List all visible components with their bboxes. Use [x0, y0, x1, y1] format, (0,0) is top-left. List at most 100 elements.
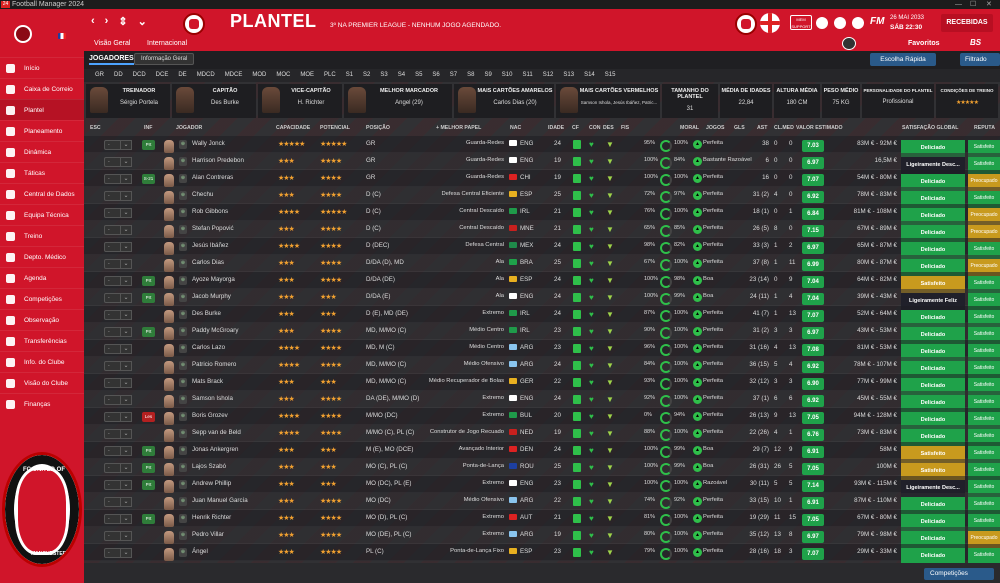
table-row[interactable]: - ⌄ ⊕ Patricio Romero ★★★★ ★★★★ MD, M/MO (C) Mé… — [84, 357, 1000, 378]
row-dropdown-icon[interactable]: ⌄ — [120, 327, 132, 337]
row-dropdown-icon[interactable]: ⌄ — [120, 191, 132, 201]
info-badge[interactable]: Prt — [142, 293, 155, 303]
status-icon[interactable]: ⊕ — [179, 276, 187, 285]
table-row[interactable]: - ⌄ Les ⊕ Boris Grozev ★★★★ ★★★★ M/MO (DC) Extre… — [84, 408, 1000, 429]
table-row[interactable]: - ⌄ ⊕ Ángel ★★★ ★★★★ PL (C) Ponta-de-Lança Fixo… — [84, 544, 1000, 565]
overview-tab[interactable]: Visão Geral — [94, 40, 131, 47]
reputation-badge[interactable]: Satisfeito — [968, 157, 1000, 174]
sidebar-item[interactable]: Competições — [0, 288, 84, 309]
row-dropdown-icon[interactable]: ⌄ — [120, 395, 132, 405]
reputation-badge[interactable]: Preocupado — [968, 531, 1000, 548]
reputation-badge[interactable]: Preocupado — [968, 225, 1000, 242]
satisfaction-badge[interactable]: Deliciado — [901, 191, 965, 208]
player-name[interactable]: Ángel — [192, 548, 208, 555]
table-row[interactable]: - ⌄ ⊕ Rob Gibbons ★★★★ ★★★★★ D (C) Central Desc… — [84, 204, 1000, 225]
row-dropdown-icon[interactable]: ⌄ — [120, 497, 132, 507]
table-row[interactable]: - ⌄ ⊕ Sepp van de Beld ★★★★ ★★★★ M/MO (C), PL … — [84, 425, 1000, 446]
satisfaction-badge[interactable]: Satisfeito — [901, 463, 965, 480]
players-tab[interactable]: JOGADORES — [89, 55, 134, 65]
position-tab[interactable]: S10 — [501, 72, 513, 78]
col-potential[interactable]: POTENCIAL — [320, 125, 350, 131]
col-satisfaction[interactable]: SATISFAÇÃO GLOBAL — [902, 125, 959, 131]
table-row[interactable]: - ⌄ Prt ⊕ Jacob Murphy ★★★ ★★★ D/DA (E) Ala ENG 24… — [84, 289, 1000, 310]
table-row[interactable]: - ⌄ ⊕ Harrison Predebon ★★★ ★★★★ GR Guarda-Rede… — [84, 153, 1000, 174]
maximize-button[interactable]: ☐ — [970, 1, 977, 8]
table-row[interactable]: - ⌄ ⊕ Stefan Popović ★★★ ★★★★ D (C) Central Des… — [84, 221, 1000, 242]
table-row[interactable]: - ⌄ S-21 ⊕ Alan Contreras ★★★ ★★★★ GR Guarda-Red… — [84, 170, 1000, 191]
sidebar-item[interactable]: Transferências — [0, 330, 84, 351]
col-role[interactable]: + MELHOR PAPEL — [436, 125, 482, 131]
sidebar-item[interactable]: Treino — [0, 225, 84, 246]
status-icon[interactable]: ⊕ — [179, 208, 187, 217]
sidebar-item[interactable]: Planeamento — [0, 120, 84, 141]
col-cf[interactable]: CF — [572, 125, 579, 131]
status-icon[interactable]: ⊕ — [179, 327, 187, 336]
info-badge[interactable]: Prt — [142, 140, 155, 150]
inbox-button[interactable]: RECEBIDAS — [941, 14, 993, 32]
satisfaction-badge[interactable]: Deliciado — [901, 412, 965, 429]
position-tab[interactable]: GR — [95, 72, 104, 78]
satisfaction-badge[interactable]: Deliciado — [901, 208, 965, 225]
satisfaction-badge[interactable]: Deliciado — [901, 344, 965, 361]
sidebar-item[interactable]: Início — [0, 57, 84, 78]
ball-icon[interactable] — [834, 17, 846, 29]
position-tab[interactable]: S6 — [432, 72, 440, 78]
satisfaction-badge[interactable]: Deliciado — [901, 140, 965, 157]
satisfaction-badge[interactable]: Deliciado — [901, 531, 965, 548]
close-button[interactable]: ✕ — [986, 1, 992, 8]
position-tab[interactable]: S5 — [415, 72, 423, 78]
reputation-badge[interactable]: Satisfeito — [968, 429, 1000, 446]
col-goals[interactable]: GLS — [734, 125, 745, 131]
sidebar-item[interactable]: Equipa Técnica — [0, 204, 84, 225]
satisfaction-badge[interactable]: Deliciado — [901, 174, 965, 191]
table-row[interactable]: - ⌄ ⊕ Samson Ishola ★★★ ★★★★ DA (DE), M/MO (D)… — [84, 391, 1000, 412]
captain-card[interactable]: CAPITÃO Des Burke — [172, 84, 256, 118]
satisfaction-badge[interactable]: Ligeiramente Desc... — [901, 480, 965, 497]
status-icon[interactable]: ⊕ — [179, 293, 187, 302]
position-tab[interactable]: S2 — [363, 72, 371, 78]
status-icon[interactable]: ⊕ — [179, 531, 187, 540]
status-icon[interactable]: ⊕ — [179, 446, 187, 455]
status-icon[interactable]: ⊕ — [179, 259, 187, 268]
position-tab[interactable]: DD — [114, 72, 123, 78]
col-position[interactable]: POSIÇÃO — [366, 125, 390, 131]
table-row[interactable]: - ⌄ ⊕ Mats Brack ★★★ ★★★ MD, M/MO (C) Médio Rec… — [84, 374, 1000, 395]
col-esc[interactable]: ESC — [90, 125, 101, 131]
sidebar-item[interactable]: Plantel — [0, 99, 84, 120]
col-capacity[interactable]: CAPACIDADE — [276, 125, 311, 131]
satisfaction-badge[interactable]: Satisfeito — [901, 276, 965, 293]
reputation-badge[interactable]: Satisfeito — [968, 548, 1000, 565]
table-row[interactable]: - ⌄ Prt ⊕ Andrew Phillip ★★★ ★★★ MO (DC), PL (E… — [84, 476, 1000, 497]
row-dropdown-icon[interactable]: ⌄ — [120, 446, 132, 456]
row-dropdown-icon[interactable]: ⌄ — [120, 310, 132, 320]
position-tab[interactable]: DCD — [132, 72, 146, 78]
position-tab[interactable]: S9 — [484, 72, 492, 78]
favorites-button[interactable]: Favoritos — [908, 40, 940, 47]
status-icon[interactable]: ⊕ — [179, 174, 187, 183]
table-row[interactable]: - ⌄ ⊕ Jesús Ibáñez ★★★★ ★★★★ D (DEC) Defesa Cen… — [84, 238, 1000, 259]
row-dropdown-icon[interactable]: ⌄ — [120, 463, 132, 473]
sidebar-item[interactable]: Dinâmica — [0, 141, 84, 162]
table-row[interactable]: - ⌄ ⊕ Pedro Villar ★★★ ★★★★ MO (DE), PL (C) Ext… — [84, 527, 1000, 548]
position-tab[interactable]: S13 — [563, 72, 575, 78]
col-nation[interactable]: NAC — [510, 125, 522, 131]
position-tab[interactable]: S14 — [584, 72, 595, 78]
reputation-badge[interactable]: Satisfeito — [968, 191, 1000, 208]
club-crest-icon[interactable] — [14, 25, 32, 43]
row-dropdown-icon[interactable]: ⌄ — [120, 293, 132, 303]
row-dropdown-icon[interactable]: ⌄ — [120, 378, 132, 388]
row-dropdown-icon[interactable]: ⌄ — [120, 531, 132, 541]
status-icon[interactable]: ⊕ — [179, 429, 187, 438]
info-badge[interactable]: Prt — [142, 446, 155, 456]
row-dropdown-icon[interactable]: ⌄ — [120, 548, 132, 558]
player-name[interactable]: Samson Ishola — [192, 395, 233, 402]
fm-brand[interactable]: FM — [870, 16, 885, 27]
position-tab[interactable]: S8 — [467, 72, 475, 78]
info-badge[interactable]: Prt — [142, 327, 155, 337]
position-tab[interactable]: MOE — [300, 72, 315, 78]
row-dropdown-icon[interactable]: ⌄ — [120, 480, 132, 490]
sidebar-item[interactable]: Observação — [0, 309, 84, 330]
position-tab[interactable]: DCE — [155, 72, 169, 78]
col-value[interactable]: VALOR ESTIMADO — [796, 125, 843, 131]
table-row[interactable]: - ⌄ ⊕ Carlos Dias ★★★ ★★★★ D/DA (D), MD Ala BRA 2… — [84, 255, 1000, 276]
